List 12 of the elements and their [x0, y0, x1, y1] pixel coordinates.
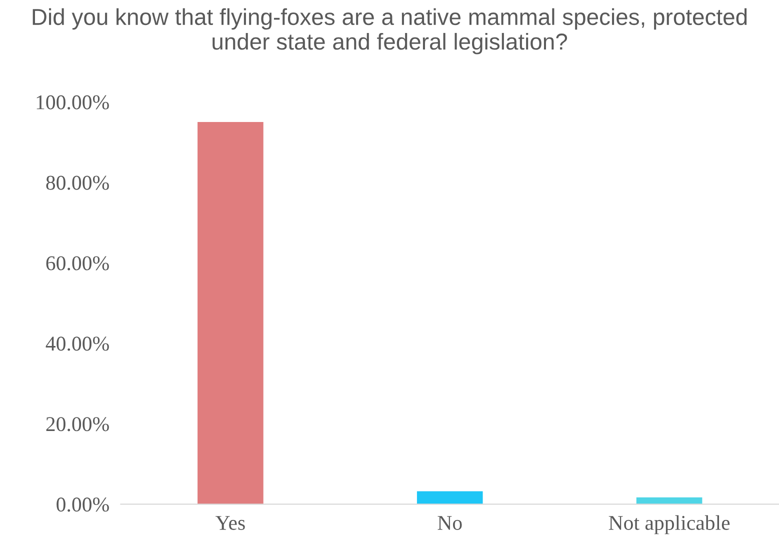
bar — [198, 122, 264, 504]
y-tick-label: 0.00% — [56, 498, 109, 512]
y-tick-label: 60.00% — [46, 256, 109, 270]
y-tick-label: 40.00% — [46, 336, 109, 351]
y-tick-label: 100.00% — [36, 95, 109, 110]
bar — [416, 491, 483, 504]
y-tick-label: 80.00% — [46, 176, 109, 190]
y-tick-label: 20.00% — [46, 417, 109, 432]
x-tick-label: Yes — [216, 516, 245, 530]
x-tick-label: No — [438, 516, 462, 530]
chart-title: Did you know that flying-foxes are a native mammal species, protected under state and federal legislation? — [32, 8, 747, 54]
x-tick-label: Not applicable — [608, 515, 730, 534]
